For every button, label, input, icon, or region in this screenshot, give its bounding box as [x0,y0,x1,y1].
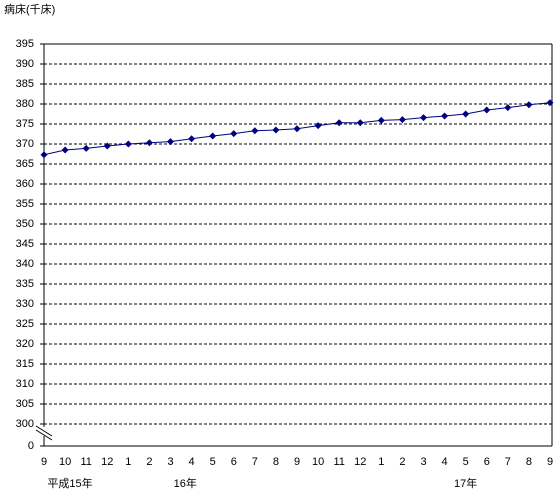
x-tick-label: 11 [333,456,344,468]
x-tick-label: 5 [210,456,216,468]
x-tick-label: 1 [378,456,384,468]
x-tick-label: 4 [442,456,448,468]
data-point [103,142,111,150]
data-point [272,126,280,134]
y-tick-label: 345 [16,238,34,250]
x-tick-label: 7 [505,456,511,468]
data-point [167,138,174,146]
y-axis-label: 病床(千床) [4,2,55,16]
data-point [40,151,48,159]
x-tick-label: 3 [167,456,173,468]
y-tick-label: 0 [28,440,34,452]
x-group-label: 平成15年 [47,476,92,490]
y-tick-label: 360 [16,178,34,190]
x-tick-label: 12 [354,456,366,468]
y-tick-label: 310 [16,378,34,390]
x-tick-label: 10 [59,456,71,468]
y-tick-label: 385 [16,78,34,90]
y-tick-label: 335 [16,278,34,290]
x-tick-label: 8 [526,456,532,468]
x-tick-label: 2 [399,456,405,468]
data-point [335,119,343,127]
x-tick-label: 12 [101,456,113,468]
data-point [145,139,153,147]
data-point [124,140,132,148]
x-group-label: 16年 [174,476,197,490]
data-point [377,116,385,124]
data-point [546,99,554,107]
data-point [230,130,238,138]
data-point [356,119,364,127]
x-tick-label: 3 [420,456,426,468]
y-tick-label: 390 [16,58,34,70]
data-point [188,135,196,143]
data-point [420,114,427,122]
y-tick-label: 325 [16,318,34,330]
x-tick-label: 5 [463,456,469,468]
x-tick-label: 9 [294,456,300,468]
data-point [82,144,90,152]
x-tick-label: 6 [231,456,237,468]
y-tick-label: 350 [16,218,34,230]
data-point [398,116,406,124]
data-point [61,146,69,154]
y-tick-label: 330 [16,298,34,310]
x-tick-label: 7 [252,456,258,468]
data-point [441,112,449,120]
data-point [251,127,259,135]
y-tick-label: 365 [16,158,34,170]
axis-break [35,429,53,441]
data-point [314,122,322,130]
data-point [293,125,301,133]
axis-break [35,425,53,437]
y-tick-label: 340 [16,258,34,270]
data-point [209,132,217,140]
y-tick-label: 355 [16,198,34,210]
y-tick-label: 370 [16,138,34,150]
x-tick-label: 9 [547,456,553,468]
y-tick-label: 300 [16,418,34,430]
x-tick-label: 6 [484,456,490,468]
y-tick-label: 375 [16,118,34,130]
data-point [525,101,533,109]
x-tick-label: 10 [312,456,324,468]
y-tick-label: 380 [16,98,34,110]
y-tick-label: 320 [16,338,34,350]
x-tick-label: 1 [125,456,131,468]
x-tick-label: 9 [41,456,47,468]
y-tick-label: 305 [16,398,34,410]
y-tick-label: 395 [16,38,34,50]
data-point [483,106,491,114]
data-point [504,104,512,112]
y-tick-label: 315 [16,358,34,370]
x-group-label: 17年 [454,476,477,490]
x-tick-label: 8 [273,456,279,468]
x-tick-label: 4 [189,456,195,468]
x-tick-label: 11 [80,456,91,468]
x-tick-label: 2 [146,456,152,468]
data-point [462,110,470,118]
